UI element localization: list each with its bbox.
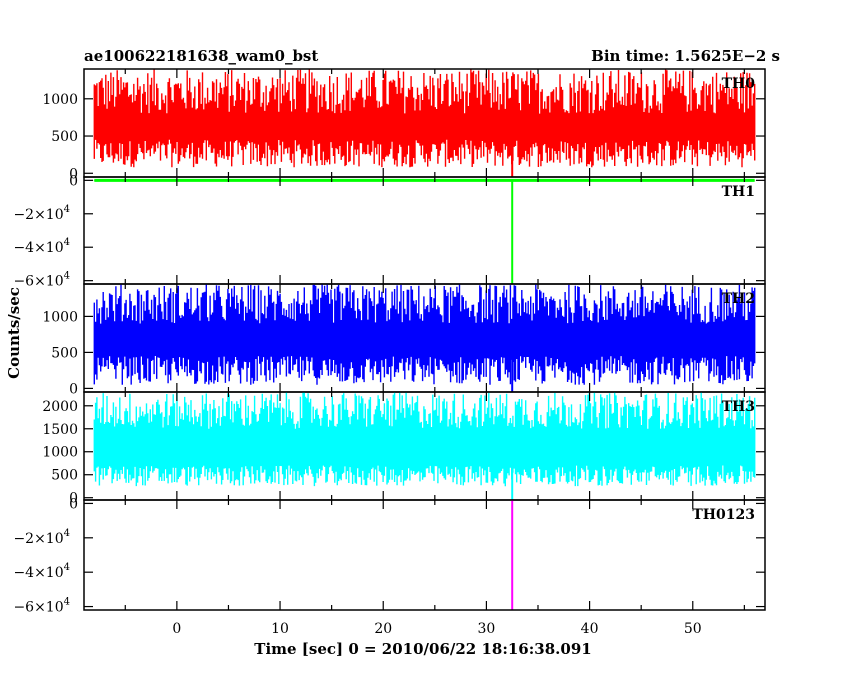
panel-label: TH1 [722, 184, 755, 200]
y-tick-label: 1000 [42, 445, 78, 461]
x-tick-label: 20 [374, 621, 392, 637]
y-tick-exponent: 4 [64, 528, 70, 539]
y-tick-text: 1500 [42, 422, 78, 438]
y-tick-text: 500 [51, 468, 78, 484]
y-tick-label: 0 [69, 173, 78, 189]
y-tick-label: −4×104 [13, 237, 70, 256]
y-tick-label: −2×104 [13, 528, 70, 547]
x-tick-label: 0 [172, 621, 181, 637]
x-axis-label: Time [sec] 0 = 2010/06/22 18:16:38.091 [254, 640, 591, 658]
panel-label: TH3 [722, 399, 755, 415]
y-tick-label: −4×104 [13, 562, 70, 581]
x-tick-label: 40 [581, 621, 599, 637]
y-tick-mantissa: −6×10 [13, 600, 63, 616]
chart-title: ae100622181638_wam0_bst [84, 47, 318, 65]
y-tick-text: 2000 [42, 399, 78, 415]
series-th0-data [93, 69, 756, 168]
panel-label: TH2 [722, 291, 755, 307]
y-tick-mantissa: −4×10 [13, 565, 63, 581]
panel-label: TH0123 [692, 507, 755, 523]
y-tick-label: −2×104 [13, 204, 70, 223]
y-tick-exponent: 4 [64, 237, 70, 248]
y-tick-text: 1000 [42, 92, 78, 108]
panel-th3: 0 500 1000 1500 2000 TH3 [42, 391, 766, 507]
y-tick-label: 1000 [42, 92, 78, 108]
y-tick-label: 1500 [42, 422, 78, 438]
y-tick-label: 0 [69, 381, 78, 397]
x-tick-label: 30 [477, 621, 495, 637]
y-tick-label: 0 [69, 491, 78, 507]
y-tick-mantissa: −2×10 [13, 531, 63, 547]
y-tick-text: 1000 [42, 445, 78, 461]
y-tick-mantissa: −2×10 [13, 207, 63, 223]
y-tick-text: 0 [69, 491, 78, 507]
y-tick-text: 0 [69, 166, 78, 182]
panel-frame [83, 499, 766, 611]
y-tick-label: 0 [69, 496, 78, 512]
y-tick-label: −6×104 [13, 271, 70, 290]
y-tick-mantissa: −4×10 [13, 240, 63, 256]
x-axis: 0 10 20 30 40 50 [172, 621, 701, 637]
series-th2-data [93, 284, 756, 385]
y-tick-exponent: 4 [64, 562, 70, 573]
y-tick-text: 1000 [42, 309, 78, 325]
panel-frame [83, 176, 766, 285]
y-tick-exponent: 4 [64, 597, 70, 608]
series-th3-data [93, 392, 756, 487]
y-tick-text: 0 [69, 173, 78, 189]
y-tick-mantissa: −6×10 [13, 274, 63, 290]
y-tick-label: 2000 [42, 399, 78, 415]
x-tick-label: 10 [271, 621, 289, 637]
x-tick-label: 50 [684, 621, 702, 637]
y-tick-label: −6×104 [13, 597, 70, 616]
y-tick-exponent: 4 [64, 204, 70, 215]
y-tick-label: 1000 [42, 309, 78, 325]
panel-th2: 0 500 1000 TH2 [42, 283, 766, 397]
y-tick-label: 500 [51, 129, 78, 145]
y-tick-exponent: 4 [64, 271, 70, 282]
series-th0123-data [94, 497, 754, 499]
y-tick-label: 500 [51, 468, 78, 484]
y-tick-label: 500 [51, 345, 78, 361]
bin-time-label: Bin time: 1.5625E−2 s [591, 47, 780, 65]
y-tick-text: 500 [51, 129, 78, 145]
panel-th0: 0 500 1000 TH0 [42, 68, 766, 182]
y-tick-text: 0 [69, 381, 78, 397]
y-axis-label: Counts/sec [5, 287, 23, 379]
y-tick-text: 500 [51, 345, 78, 361]
y-tick-label: 0 [69, 166, 78, 182]
panel-label: TH0 [722, 76, 756, 92]
panels: 05001000TH00−2×104−4×104−6×104TH10500100… [13, 68, 766, 637]
y-tick-text: 0 [69, 496, 78, 512]
